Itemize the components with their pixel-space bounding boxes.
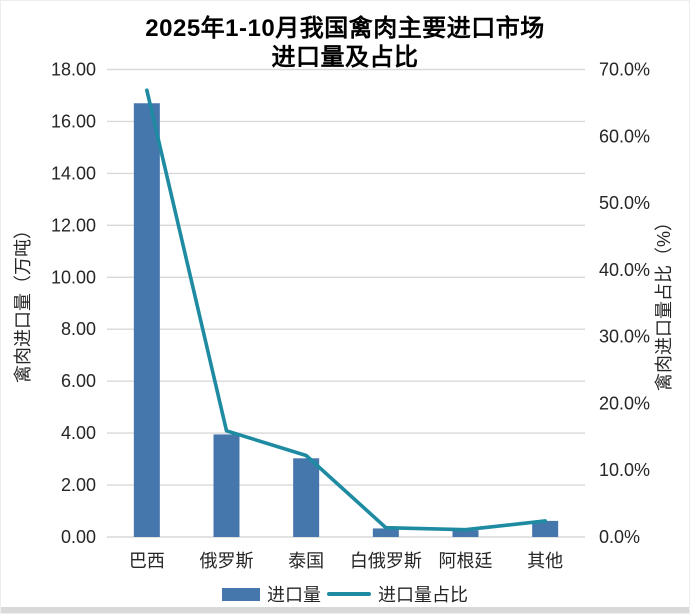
left-axis-tick-label: 0.00 [61,527,96,547]
left-axis-tick-label: 16.00 [51,111,96,131]
chart-title-line2: 进口量及占比 [271,44,419,71]
left-axis-title: 禽肉进口量（万吨） [13,221,33,383]
combo-chart-plot: 0.00 2.00 4.00 6.00 8.00 10.00 12.00 14.00 16.00… [13,60,674,572]
right-axis-tick-label: 10.0% [599,460,650,480]
chart-title: 2025年1-10月我国禽肉主要进口市场 进口量及占比 [1,14,689,72]
line-import-share [145,88,547,532]
chart-title-line1: 2025年1-10月我国禽肉主要进口市场 [145,15,545,42]
right-axis-tick-label: 40.0% [599,260,650,280]
chart-legend: 进口量 进口量占比 [1,583,689,605]
category-label: 阿根廷 [439,551,493,571]
left-axis-tick-label: 2.00 [61,475,96,495]
left-axis-tick-label: 14.00 [51,163,96,183]
bar-import-volume [213,434,240,537]
bar-import-volume [133,103,160,537]
left-axis-tick-label: 8.00 [61,319,96,339]
bar-import-volume [452,530,479,537]
right-axis-tick-label: 20.0% [599,393,650,413]
right-axis-tick-label: 70.0% [599,60,650,80]
right-axis-title: 禽肉进口量占比（%） [654,213,674,391]
category-label: 俄罗斯 [200,551,254,571]
left-axis-tick-label: 4.00 [61,423,96,443]
legend-label-import-volume: 进口量 [267,585,321,605]
bar-import-volume [532,520,559,537]
bar-series-swatch-icon [222,587,260,601]
left-axis-tick-label: 6.00 [61,371,96,391]
left-axis-tick-label: 12.00 [51,215,96,235]
category-label: 泰国 [288,551,324,571]
right-axis-tick-label: 60.0% [599,126,650,146]
right-axis-tick-label: 30.0% [599,327,650,347]
right-axis-tick-label: 0.0% [599,527,640,547]
left-axis-tick-label: 18.00 [51,60,96,80]
bar-import-volume [293,458,320,537]
line-series-swatch-icon [327,592,371,596]
left-axis-tick-label: 10.00 [51,267,96,287]
bar-import-volume [372,528,399,537]
category-label: 巴西 [129,551,165,571]
category-label: 白俄罗斯 [350,551,422,571]
category-label: 其他 [527,551,563,571]
legend-label-import-share: 进口量占比 [378,585,468,605]
right-axis-tick-label: 50.0% [599,193,650,213]
legend-item-import-volume: 进口量 [222,581,321,607]
window-bottom-edge [1,607,689,613]
legend-item-import-share: 进口量占比 [327,581,468,607]
